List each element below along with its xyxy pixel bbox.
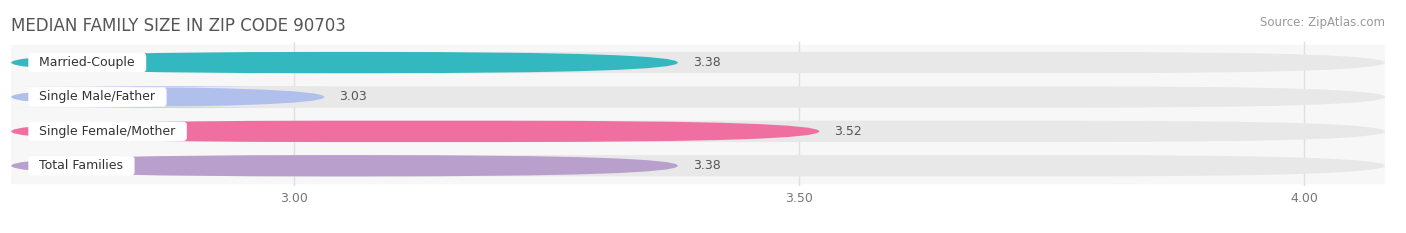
FancyBboxPatch shape [11, 155, 1385, 176]
FancyBboxPatch shape [11, 52, 678, 73]
Text: 3.38: 3.38 [693, 159, 721, 172]
FancyBboxPatch shape [11, 86, 1385, 108]
Text: Married-Couple: Married-Couple [31, 56, 143, 69]
FancyBboxPatch shape [11, 155, 678, 176]
Bar [11, 149, 1385, 183]
Bar [11, 80, 1385, 114]
Text: 3.03: 3.03 [339, 90, 367, 103]
FancyBboxPatch shape [11, 121, 820, 142]
Bar [11, 45, 1385, 80]
FancyBboxPatch shape [11, 121, 1385, 142]
Text: 3.38: 3.38 [693, 56, 721, 69]
Text: MEDIAN FAMILY SIZE IN ZIP CODE 90703: MEDIAN FAMILY SIZE IN ZIP CODE 90703 [11, 17, 346, 35]
Text: Single Male/Father: Single Male/Father [31, 90, 163, 103]
Bar [11, 114, 1385, 149]
FancyBboxPatch shape [11, 86, 325, 108]
Text: Source: ZipAtlas.com: Source: ZipAtlas.com [1260, 16, 1385, 29]
FancyBboxPatch shape [11, 52, 1385, 73]
Text: 3.52: 3.52 [834, 125, 862, 138]
Text: Total Families: Total Families [31, 159, 131, 172]
Text: Single Female/Mother: Single Female/Mother [31, 125, 184, 138]
